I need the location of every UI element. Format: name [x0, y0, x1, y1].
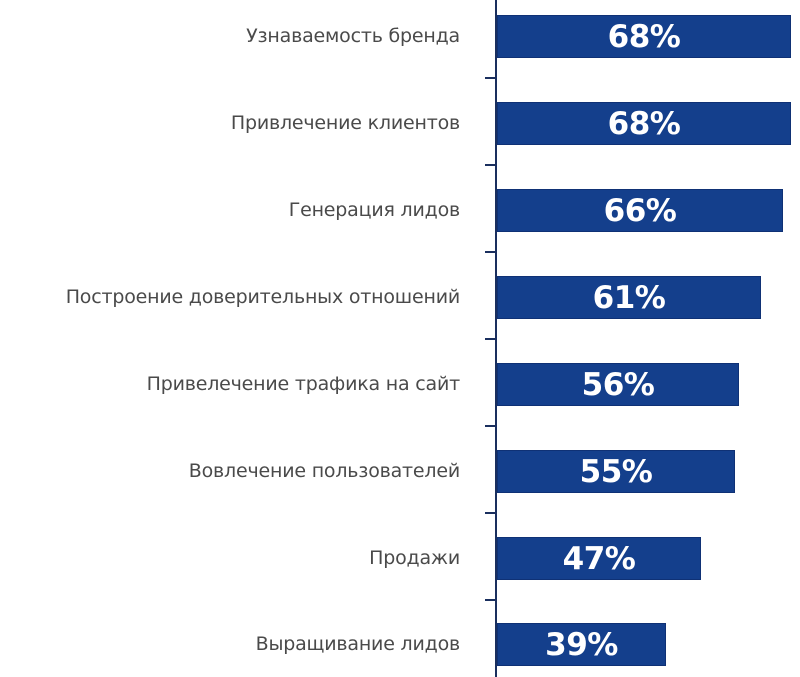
bar-row: Привелечение трафика на сайт 56% [0, 363, 800, 406]
value-label: 56% [581, 367, 655, 403]
bar-row: Узнаваемость бренда 68% [0, 15, 800, 58]
category-label: Построение доверительных отношений [65, 286, 460, 308]
axis-tick [485, 512, 496, 514]
bar-row: Выращивание лидов 39% [0, 623, 800, 666]
axis-tick [485, 599, 496, 601]
bar-row: Привлечение клиентов 68% [0, 102, 800, 145]
category-label: Продажи [369, 547, 460, 569]
value-label: 39% [545, 627, 618, 663]
category-label: Генерация лидов [288, 199, 460, 221]
value-label: 55% [579, 454, 653, 490]
bar-row: Генерация лидов 66% [0, 189, 800, 232]
axis-tick [485, 251, 496, 253]
bar-row: Построение доверительных отношений 61% [0, 276, 800, 319]
axis-tick [485, 425, 496, 427]
bar: 56% [497, 363, 739, 406]
category-label: Узнаваемость бренда [246, 25, 460, 47]
value-label: 61% [592, 280, 666, 316]
y-axis-line [495, 0, 497, 677]
bar-row: Вовлечение пользователей 55% [0, 450, 800, 493]
category-label: Привлечение клиентов [230, 112, 460, 134]
value-label: 68% [607, 19, 681, 55]
category-label: Вовлечение пользователей [188, 460, 460, 482]
value-label: 68% [607, 106, 681, 142]
axis-tick [485, 77, 496, 79]
bar: 68% [497, 15, 791, 58]
bar: 39% [497, 623, 666, 666]
axis-tick [485, 164, 496, 166]
value-label: 47% [562, 541, 636, 577]
bar: 47% [497, 537, 701, 580]
bar: 55% [497, 450, 735, 493]
axis-tick [485, 338, 496, 340]
bar: 61% [497, 276, 761, 319]
bar-row: Продажи 47% [0, 537, 800, 580]
bar: 66% [497, 189, 783, 232]
bar: 68% [497, 102, 791, 145]
category-label: Привелечение трафика на сайт [146, 373, 461, 395]
category-label: Выращивание лидов [255, 633, 461, 655]
value-label: 66% [603, 193, 677, 229]
